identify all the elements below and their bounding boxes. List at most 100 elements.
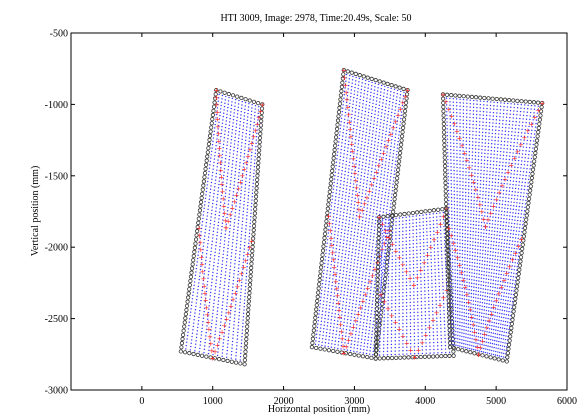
mesh-point (233, 115, 235, 117)
diagonal-marker: + (221, 322, 227, 330)
mesh-point (469, 258, 471, 260)
mesh-point (356, 180, 358, 183)
boundary-point (451, 349, 456, 354)
mesh-point (376, 287, 379, 290)
mesh-point (476, 252, 479, 254)
mesh-point (379, 288, 382, 290)
mesh-point (349, 130, 351, 132)
boundary-point (386, 247, 391, 252)
mesh-point (384, 242, 387, 245)
mesh-point (359, 126, 361, 128)
mesh-point (355, 107, 357, 110)
mesh-point (439, 222, 442, 225)
mesh-point (402, 98, 404, 100)
mesh-point (477, 301, 479, 303)
mesh-point (208, 308, 210, 310)
mesh-point (340, 207, 342, 210)
mesh-point (328, 335, 331, 338)
boundary-point (179, 341, 185, 346)
mesh-point (196, 261, 198, 263)
mesh-point (221, 98, 223, 100)
mesh-point (379, 149, 382, 151)
mesh-point (456, 214, 458, 217)
mesh-point (363, 179, 365, 181)
mesh-point (368, 190, 370, 193)
mesh-point (412, 267, 415, 269)
mesh-point (342, 242, 345, 245)
mesh-point (459, 273, 461, 275)
mesh-point (319, 303, 321, 305)
mesh-point (210, 288, 212, 290)
mesh-point (237, 325, 240, 327)
mesh-point (346, 150, 349, 153)
boundary-point (325, 210, 330, 215)
mesh-point (378, 166, 380, 168)
mesh-point (444, 334, 446, 336)
mesh-point (215, 207, 217, 209)
mesh-point (222, 143, 225, 146)
mesh-point (239, 359, 241, 361)
mesh-point (326, 301, 328, 303)
mesh-point (416, 290, 419, 293)
mesh-point (472, 120, 474, 122)
mesh-point (343, 121, 346, 124)
mesh-point (213, 192, 215, 195)
mesh-point (487, 149, 489, 152)
mesh-point (472, 130, 474, 133)
mesh-point (390, 323, 393, 325)
mesh-point (440, 345, 443, 347)
mesh-point (464, 260, 466, 263)
mesh-point (214, 217, 216, 219)
mesh-point (409, 312, 412, 314)
mesh-point (428, 303, 430, 306)
mesh-point (433, 240, 435, 243)
mesh-point (405, 233, 407, 236)
mesh-point (339, 269, 342, 271)
mesh-point (383, 344, 385, 346)
mesh-point (208, 267, 210, 269)
mesh-point (343, 348, 345, 351)
mesh-point (389, 97, 391, 100)
mesh-point (332, 191, 334, 194)
mesh-point (380, 146, 382, 148)
mesh-point (360, 345, 362, 347)
mesh-point (465, 336, 467, 339)
mesh-point (225, 308, 228, 311)
mesh-point (239, 356, 242, 358)
boundary-point (256, 101, 261, 106)
mesh-point (417, 311, 419, 313)
mesh-point (464, 253, 466, 256)
mesh-point (357, 310, 360, 313)
mesh-point (415, 225, 418, 227)
mesh-point (476, 186, 479, 188)
mesh-point (364, 199, 366, 202)
mesh-point (249, 168, 252, 170)
mesh-point (398, 288, 400, 291)
mesh-point (456, 194, 458, 196)
mesh-point (246, 126, 248, 128)
mesh-point (237, 147, 239, 150)
mesh-point (369, 122, 372, 125)
diagonal-marker: + (367, 278, 373, 286)
mesh-point (393, 88, 396, 91)
boundary-point (398, 212, 403, 217)
mesh-point (419, 263, 422, 265)
mesh-point (189, 349, 192, 351)
mesh-point (201, 224, 203, 226)
mesh-point (364, 251, 367, 253)
mesh-point (341, 283, 343, 286)
mesh-point (202, 317, 205, 320)
mesh-point (474, 255, 476, 257)
mesh-point (331, 201, 333, 204)
mesh-point (451, 237, 453, 240)
mesh-point (402, 295, 404, 297)
mesh-point (468, 151, 471, 153)
mesh-point (376, 93, 379, 96)
mesh-point (221, 122, 224, 125)
mesh-point (244, 149, 246, 152)
mesh-point (235, 246, 238, 248)
mesh-point (456, 112, 458, 114)
mesh-point (450, 190, 453, 192)
mesh-point (361, 281, 363, 283)
mesh-point (419, 256, 422, 258)
